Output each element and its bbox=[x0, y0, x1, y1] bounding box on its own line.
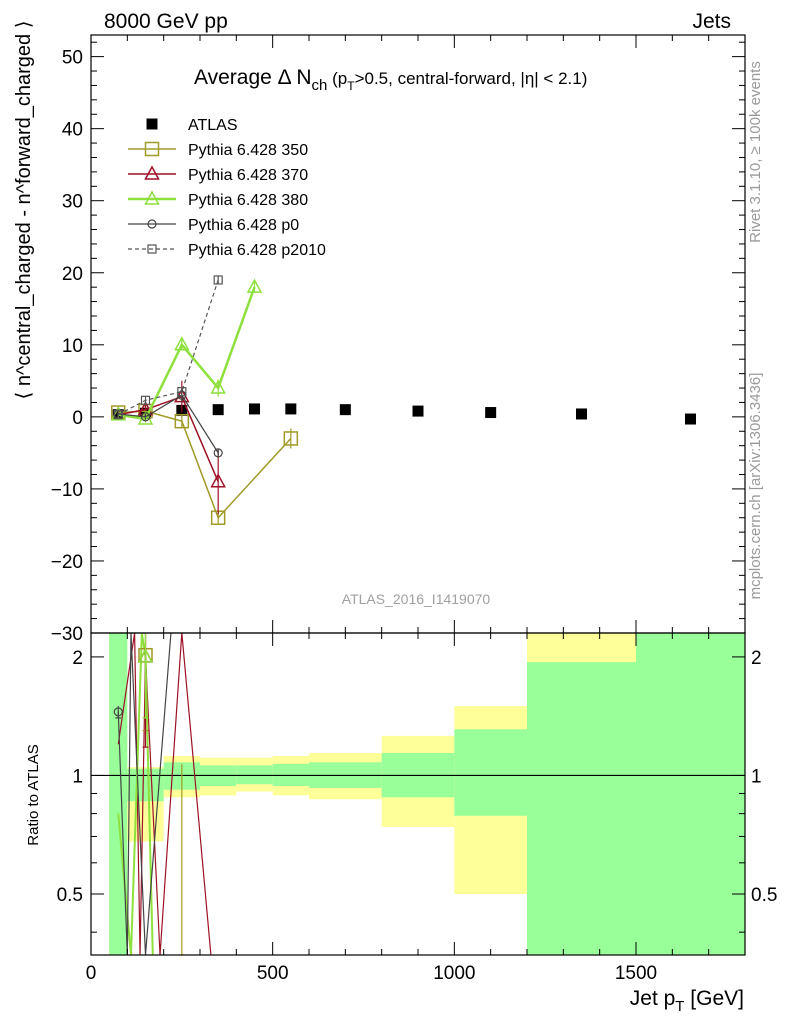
ratio-bands bbox=[109, 633, 745, 955]
title-tail: >0.5, central-forward, |η| < 2.1) bbox=[355, 69, 588, 88]
data-point bbox=[174, 336, 190, 351]
data-point bbox=[212, 404, 224, 416]
y-tick-label: 50 bbox=[62, 48, 83, 69]
series-line bbox=[118, 395, 219, 482]
title-rest-sub: T bbox=[347, 79, 355, 93]
ratio-tick-label-right: 1 bbox=[751, 766, 762, 787]
title-main: Average Δ N bbox=[194, 66, 312, 89]
data-point bbox=[140, 412, 151, 422]
ratio-marker bbox=[137, 648, 154, 663]
data-point bbox=[576, 408, 587, 420]
legend-marker bbox=[147, 219, 157, 229]
header-right: Jets bbox=[692, 10, 731, 33]
legend-label: Pythia 6.428 380 bbox=[188, 192, 308, 209]
y-tick-label: −20 bbox=[51, 552, 83, 573]
legend-label: ATLAS bbox=[188, 117, 238, 134]
main-layer bbox=[110, 275, 696, 525]
x-tick-label: 0 bbox=[86, 963, 97, 984]
series-line bbox=[117, 279, 219, 416]
side-rivet: Rivet 3.1.10, ≥ 100k events bbox=[747, 61, 764, 243]
legend-label: Pythia 6.428 p2010 bbox=[188, 242, 326, 259]
data-point bbox=[213, 275, 223, 285]
x-tick-label: 1500 bbox=[615, 963, 657, 984]
legend-label: Pythia 6.428 370 bbox=[188, 167, 308, 184]
data-point bbox=[174, 413, 190, 429]
x-tick-label: 1000 bbox=[433, 963, 475, 984]
title-sub: ch bbox=[312, 77, 328, 94]
data-point bbox=[283, 431, 299, 446]
data-point bbox=[285, 403, 297, 415]
ratio-tick-label: 1 bbox=[72, 766, 83, 787]
x-axis-label-sub: T bbox=[675, 998, 684, 1015]
ratio-band-green bbox=[527, 662, 636, 955]
side-mcplots: mcplots.cern.ch [arXiv:1306.3436] bbox=[747, 373, 764, 600]
legend: ATLAS Pythia 6.428 350 Pythia 6.428 370 Pyt… bbox=[128, 117, 326, 259]
legend-label: Pythia 6.428 350 bbox=[188, 142, 308, 159]
y-tick-label: −10 bbox=[51, 480, 83, 501]
legend-marker bbox=[146, 118, 158, 130]
ratio-tick-label: 0.5 bbox=[57, 885, 83, 906]
data-point bbox=[210, 473, 226, 488]
title-rest: (p bbox=[327, 69, 347, 88]
legend-marker bbox=[144, 190, 160, 205]
data-point bbox=[137, 410, 154, 425]
data-point bbox=[246, 278, 263, 293]
series-line bbox=[118, 410, 292, 520]
data-point bbox=[110, 406, 127, 421]
legend-marker bbox=[147, 244, 157, 254]
x-axis-label: Jet pT [GeV] bbox=[630, 987, 744, 1015]
data-point bbox=[113, 410, 123, 420]
data-point bbox=[339, 404, 351, 416]
y-axis-label-ratio: Ratio to ATLAS bbox=[25, 744, 42, 845]
legend-marker bbox=[144, 165, 160, 180]
data-point bbox=[485, 407, 497, 419]
data-point bbox=[249, 403, 260, 415]
chart-watermark: ATLAS_2016_I1419070 bbox=[342, 591, 491, 607]
ratio-band-green bbox=[109, 633, 128, 955]
chart-title: Average Δ Nch (pT>0.5, central-forward, … bbox=[194, 66, 587, 94]
legend-marker bbox=[144, 141, 160, 157]
y-tick-label: 0 bbox=[72, 408, 83, 429]
ratio-tick-label: 2 bbox=[72, 648, 83, 669]
ratio-tick-label-right: 0.5 bbox=[751, 885, 777, 906]
y-tick-label: 20 bbox=[62, 264, 83, 285]
data-point bbox=[210, 379, 226, 394]
x-axis-label-main: Jet p bbox=[630, 987, 676, 1010]
ratio-band-green bbox=[454, 729, 527, 816]
ratio-band-green bbox=[636, 633, 745, 955]
data-point bbox=[412, 405, 424, 417]
data-point bbox=[685, 413, 696, 425]
y-axis-label-main: ⟨ n^central_charged - n^forward_charged … bbox=[13, 20, 35, 399]
x-axis-label-unit: [GeV] bbox=[684, 987, 744, 1010]
ratio-tick-label-right: 2 bbox=[751, 648, 762, 669]
data-point bbox=[140, 395, 151, 405]
y-tick-label: −30 bbox=[51, 624, 83, 645]
data-point bbox=[177, 387, 187, 397]
ratio-marker bbox=[113, 707, 123, 717]
legend-label: Pythia 6.428 p0 bbox=[188, 217, 299, 234]
y-tick-label: 40 bbox=[62, 120, 83, 141]
y-tick-label: 30 bbox=[62, 192, 83, 213]
header-left: 8000 GeV pp bbox=[104, 10, 228, 33]
x-tick-label: 500 bbox=[257, 963, 289, 984]
y-tick-label: 10 bbox=[62, 336, 83, 357]
series-line bbox=[118, 394, 219, 454]
data-point bbox=[213, 448, 223, 458]
